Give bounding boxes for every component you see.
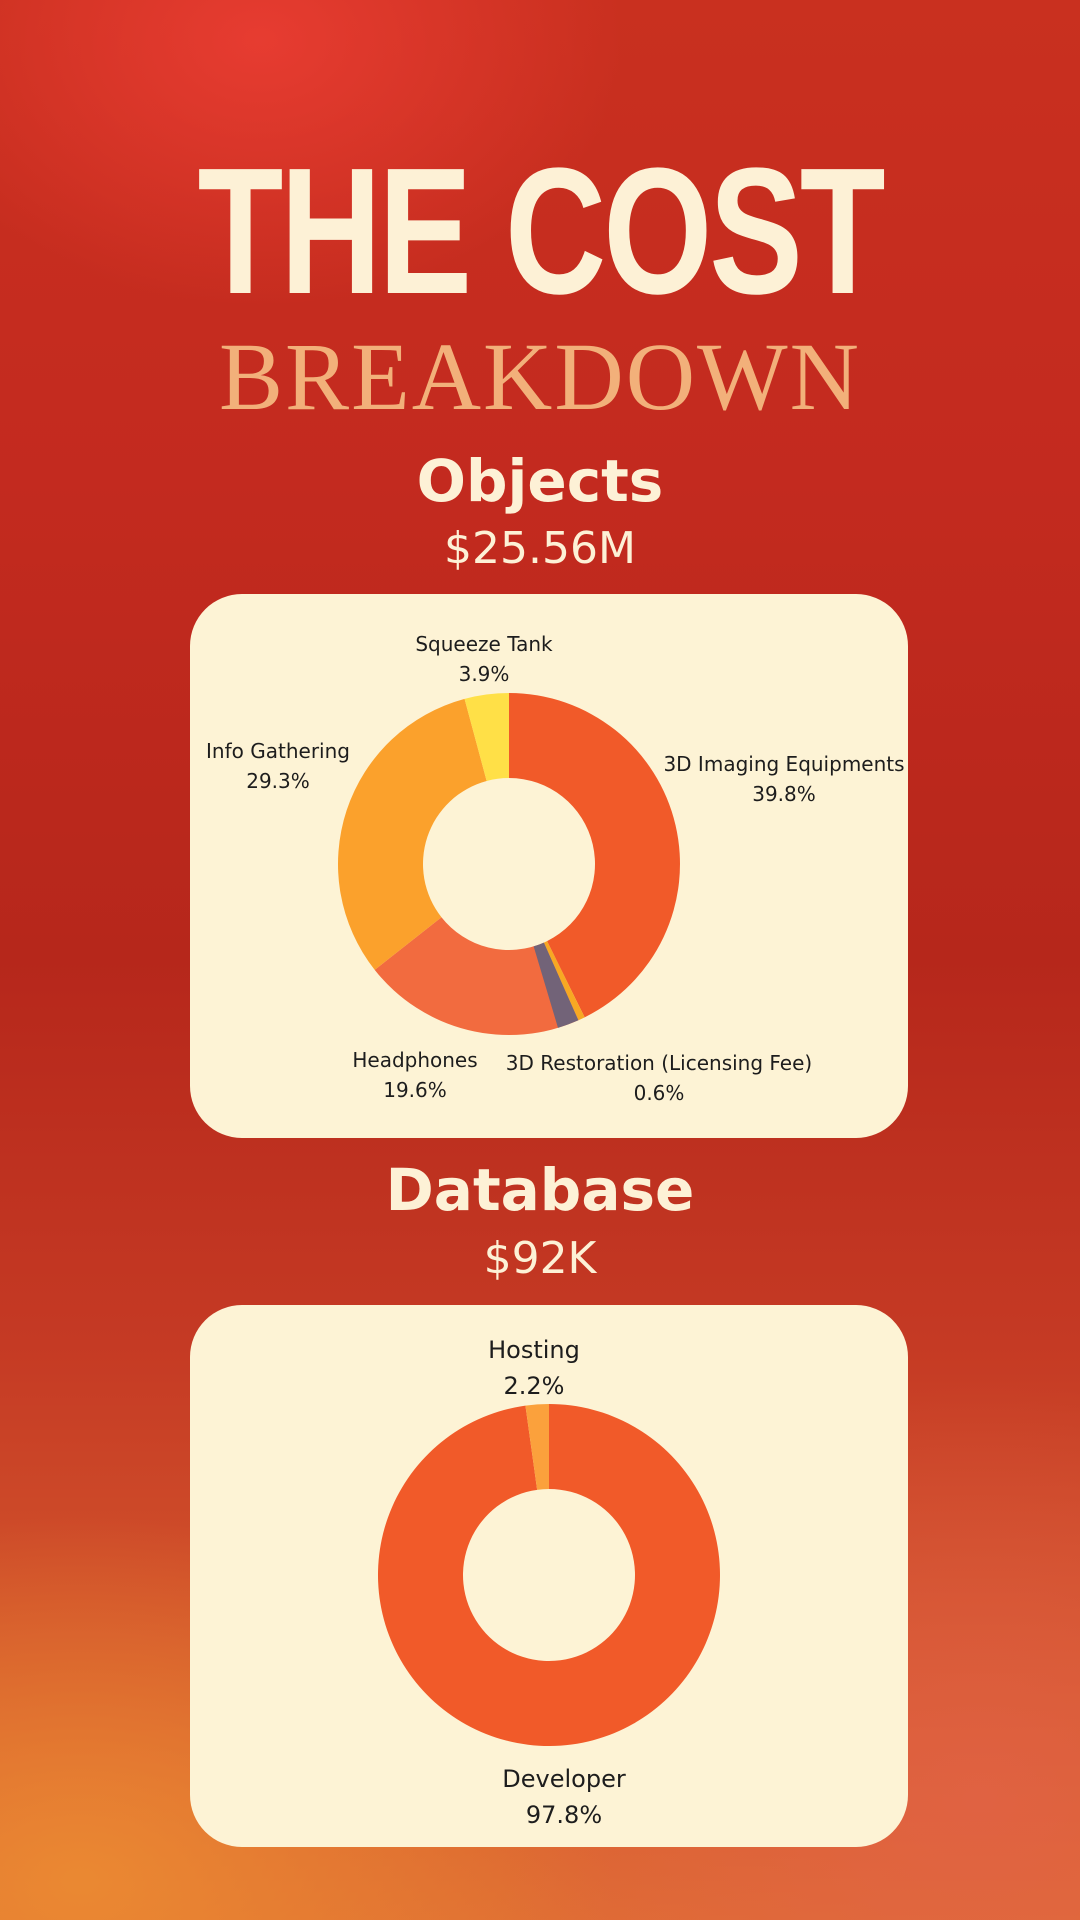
database-value-developer: 97.8% bbox=[526, 1801, 602, 1829]
objects-section-title: Objects bbox=[416, 447, 664, 515]
objects-value-headphones: 19.6% bbox=[383, 1078, 447, 1102]
title-main: THE COST bbox=[197, 131, 886, 332]
objects-donut-chart: 3D Imaging Equipments 39.8% 3D Restoration… bbox=[206, 632, 905, 1105]
objects-chart-card: 3D Imaging Equipments 39.8% 3D Restoration… bbox=[190, 594, 908, 1138]
objects-section-amount: $25.56M bbox=[444, 523, 636, 574]
objects-value-3d-restoration-licensing-fee: 0.6% bbox=[634, 1081, 685, 1105]
database-label-hosting: Hosting bbox=[488, 1336, 580, 1364]
objects-value-info-gathering: 29.3% bbox=[246, 769, 310, 793]
objects-label-info-gathering: Info Gathering bbox=[206, 739, 350, 763]
database-chart-card: Developer 97.8% Hosting 2.2% bbox=[190, 1305, 908, 1847]
database-slice-developer bbox=[377, 1404, 720, 1746]
title-sub: BREAKDOWN bbox=[219, 323, 861, 430]
objects-slice-3d-restoration-licensing-fee bbox=[543, 941, 585, 1021]
database-section-title: Database bbox=[385, 1156, 695, 1224]
objects-label-headphones: Headphones bbox=[352, 1048, 477, 1072]
objects-label-3d-restoration-licensing-fee: 3D Restoration (Licensing Fee) bbox=[506, 1051, 812, 1075]
database-value-hosting: 2.2% bbox=[504, 1372, 565, 1400]
objects-slice-headphones bbox=[374, 917, 579, 1036]
objects-slice-3d-imaging-equipments bbox=[509, 693, 680, 1018]
database-donut-chart: Developer 97.8% Hosting 2.2% bbox=[377, 1336, 720, 1829]
objects-value-squeeze-tank: 3.9% bbox=[459, 662, 510, 686]
objects-label-3d-imaging-equipments: 3D Imaging Equipments bbox=[663, 752, 904, 776]
database-section-amount: $92K bbox=[483, 1233, 597, 1284]
objects-slice-divider bbox=[533, 942, 579, 1028]
objects-slice-squeeze-tank bbox=[464, 693, 509, 781]
objects-slice-info-gathering bbox=[338, 698, 487, 970]
objects-value-3d-imaging-equipments: 39.8% bbox=[752, 782, 816, 806]
database-label-developer: Developer bbox=[502, 1765, 626, 1793]
objects-label-squeeze-tank: Squeeze Tank bbox=[415, 632, 553, 656]
database-slice-hosting bbox=[525, 1404, 549, 1490]
